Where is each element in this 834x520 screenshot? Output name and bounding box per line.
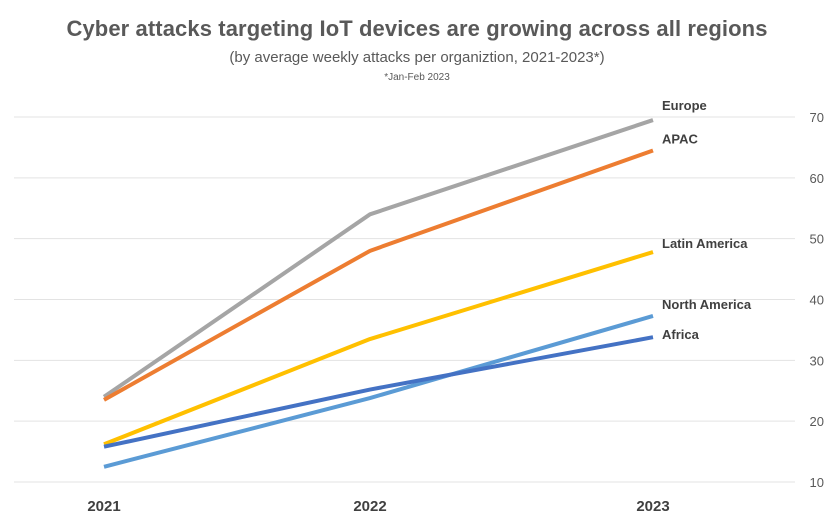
- y-tick-label: 50: [810, 232, 824, 247]
- x-tick-label: 2022: [353, 498, 386, 515]
- series-line-latin-america: [103, 250, 654, 447]
- y-tick-label: 60: [810, 171, 824, 186]
- x-tick-label: 2021: [87, 498, 120, 515]
- gridlines: [14, 116, 795, 483]
- series-line-europe: [102, 118, 654, 399]
- series-line-north-america: [103, 314, 654, 469]
- y-tick-label: 10: [810, 475, 824, 490]
- x-tick-label: 2023: [636, 498, 669, 515]
- chart-title: Cyber attacks targeting IoT devices are …: [66, 16, 768, 41]
- chart-footnote: *Jan-Feb 2023: [384, 72, 450, 83]
- chart-subtitle: (by average weekly attacks per organizti…: [229, 49, 605, 66]
- series-label-europe: Europe: [662, 98, 707, 113]
- series-line-apac: [103, 148, 654, 402]
- y-axis-ticks: 10 20 30 40 50 60 70: [810, 110, 824, 490]
- series-label-apac: APAC: [662, 131, 698, 146]
- series-label-latin-america: Latin America: [662, 236, 748, 251]
- series-lines: [102, 118, 654, 469]
- series-labels: Europe APAC Latin America North America Afri…: [662, 98, 752, 342]
- series-line-africa: [103, 335, 654, 449]
- series-label-africa: Africa: [662, 327, 700, 342]
- y-tick-label: 70: [810, 110, 824, 125]
- series-label-north-america: North America: [662, 297, 752, 312]
- y-tick-label: 20: [810, 414, 824, 429]
- y-tick-label: 30: [810, 353, 824, 368]
- y-tick-label: 40: [810, 293, 824, 308]
- x-axis-ticks: 2021 2022 2023: [87, 498, 669, 515]
